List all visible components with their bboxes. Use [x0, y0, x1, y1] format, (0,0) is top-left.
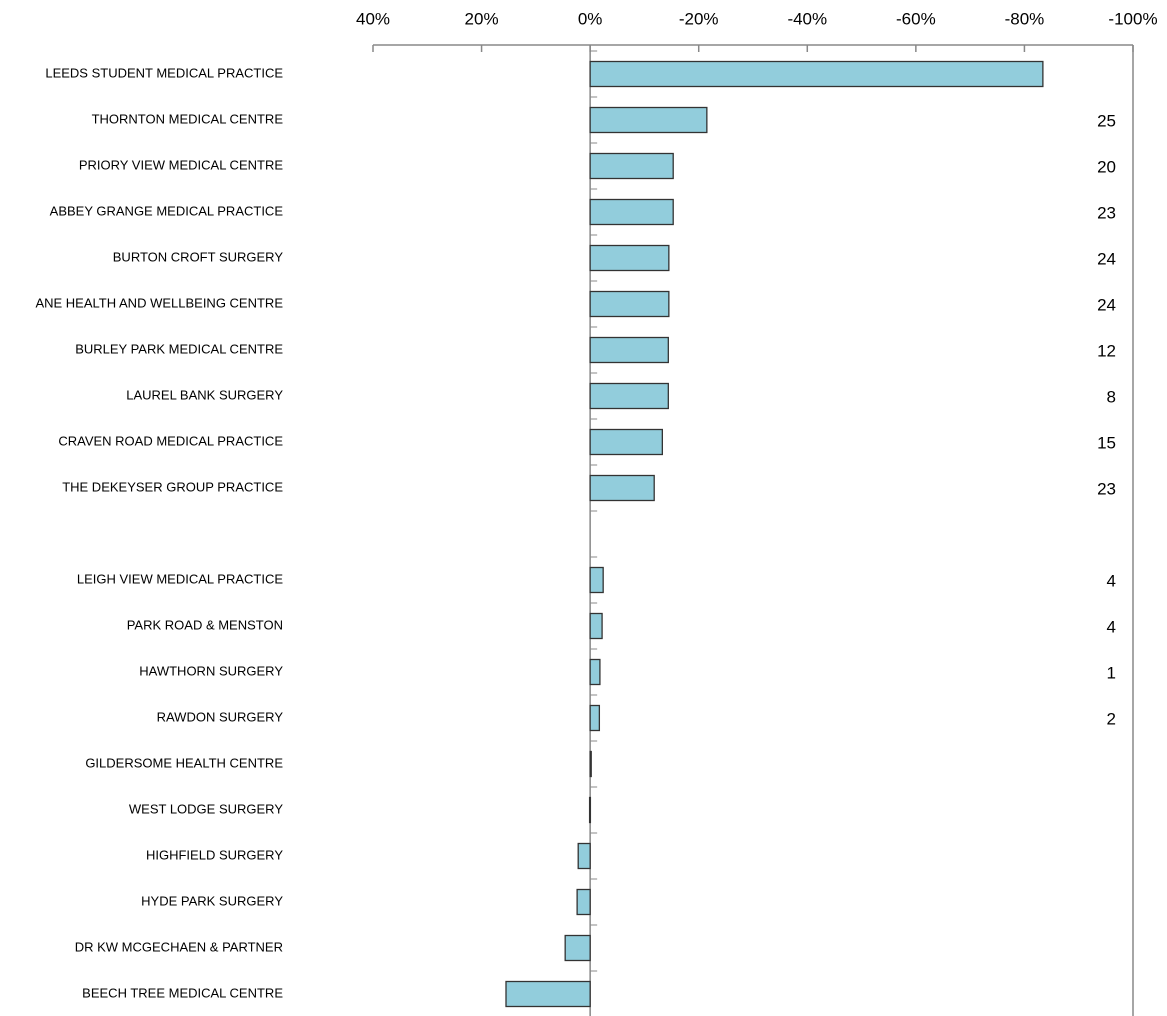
x-tick-label: -60%: [896, 9, 936, 28]
category-label: LEEDS STUDENT MEDICAL PRACTICE: [45, 65, 283, 80]
count-label: 23: [1097, 203, 1116, 222]
bar: [589, 382, 669, 410]
count-label: 25: [1097, 111, 1116, 130]
category-label: THE DEKEYSER GROUP PRACTICE: [62, 479, 283, 494]
category-label: PRIORY VIEW MEDICAL CENTRE: [79, 157, 284, 172]
bar: [589, 106, 708, 134]
bar: [564, 934, 591, 962]
bar: [589, 290, 670, 318]
x-tick-label: 20%: [465, 9, 499, 28]
bar: [589, 244, 670, 272]
bar: [589, 152, 674, 180]
x-tick-label: -100%: [1108, 9, 1157, 28]
bar: [505, 980, 591, 1008]
category-label: RAWDON SURGERY: [157, 709, 284, 724]
bar: [589, 566, 604, 594]
x-tick-label: 40%: [356, 9, 390, 28]
x-tick-label: 0%: [578, 9, 603, 28]
bar: [589, 750, 592, 778]
bar: [589, 428, 663, 456]
count-label: 8: [1107, 387, 1116, 406]
x-tick-label: -40%: [787, 9, 827, 28]
category-label: GILDERSOME HEALTH CENTRE: [85, 755, 283, 770]
count-label: 4: [1107, 617, 1116, 636]
bar: [589, 198, 674, 226]
x-tick-label: -80%: [1005, 9, 1045, 28]
category-label: HYDE PARK SURGERY: [141, 893, 283, 908]
count-label: 24: [1097, 295, 1116, 314]
bar: [589, 612, 603, 640]
bar: [576, 888, 591, 916]
category-label: ABBEY GRANGE MEDICAL PRACTICE: [50, 203, 284, 218]
bar: [589, 658, 601, 686]
category-label: LEIGH VIEW MEDICAL PRACTICE: [77, 571, 283, 586]
count-label: 1: [1107, 663, 1116, 682]
category-label: DR KW MCGECHAEN & PARTNER: [75, 939, 283, 954]
category-label: HAWTHORN SURGERY: [139, 663, 283, 678]
bar: [577, 842, 591, 870]
count-label: 4: [1107, 571, 1116, 590]
category-label: HIGHFIELD SURGERY: [146, 847, 283, 862]
bar: [589, 60, 1044, 88]
category-label: WEST LODGE SURGERY: [129, 801, 283, 816]
category-label: BEECH TREE MEDICAL CENTRE: [82, 985, 283, 1000]
bar: [589, 336, 669, 364]
count-label: 12: [1097, 341, 1116, 360]
category-label: BURLEY PARK MEDICAL CENTRE: [75, 341, 283, 356]
category-label: THORNTON MEDICAL CENTRE: [92, 111, 284, 126]
count-label: 23: [1097, 479, 1116, 498]
category-label: CRAVEN ROAD MEDICAL PRACTICE: [58, 433, 283, 448]
category-label: ANE HEALTH AND WELLBEING CENTRE: [35, 295, 283, 310]
count-label: 24: [1097, 249, 1116, 268]
bar: [589, 474, 655, 502]
category-label: PARK ROAD & MENSTON: [127, 617, 283, 632]
count-label: 15: [1097, 433, 1116, 452]
category-label: BURTON CROFT SURGERY: [113, 249, 284, 264]
bar: [588, 796, 592, 824]
count-label: 2: [1107, 709, 1116, 728]
bar: [589, 704, 601, 732]
category-label: LAUREL BANK SURGERY: [126, 387, 283, 402]
x-tick-label: -20%: [679, 9, 719, 28]
count-label: 20: [1097, 157, 1116, 176]
